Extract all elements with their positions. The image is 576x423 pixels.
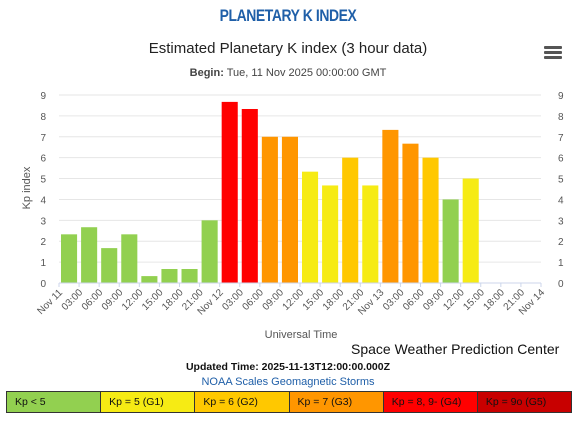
legend-item-2: Kp = 6 (G2): [195, 392, 290, 412]
legend-item-0: Kp < 5: [7, 392, 102, 412]
updated-time: Updated Time: 2025-11-13T12:00:00.000Z: [185, 361, 391, 373]
x-tick-label-9: 03:00: [220, 287, 246, 313]
legend-item-4: Kp = 8, 9- (G4): [383, 392, 478, 412]
x-tick-label-22: 18:00: [481, 287, 507, 313]
x-tick-label-10: 06:00: [240, 287, 266, 313]
y-tick-left-7: 7: [40, 133, 46, 144]
x-tick-label-4: 12:00: [120, 287, 146, 313]
page-title: PLANETARY K INDEX: [219, 6, 357, 25]
legend-item-3: Kp = 7 (G3): [289, 392, 384, 412]
y-tick-right-5: 5: [558, 175, 564, 186]
bar-12[interactable]: [302, 171, 319, 283]
bar-19[interactable]: [442, 199, 459, 283]
y-tick-right-1: 1: [558, 258, 564, 269]
bar-20[interactable]: [462, 178, 479, 283]
x-tick-label-3: 09:00: [100, 287, 126, 313]
y-tick-left-6: 6: [40, 154, 46, 165]
y-tick-right-2: 2: [558, 237, 564, 248]
y-tick-left-0: 0: [40, 279, 46, 290]
y-tick-left-8: 8: [40, 112, 46, 123]
y-tick-right-3: 3: [558, 216, 564, 227]
y-tick-left-4: 4: [40, 195, 46, 206]
bar-3[interactable]: [121, 234, 138, 283]
x-tick-label-2: 06:00: [80, 287, 106, 313]
grid-layer: [59, 94, 541, 284]
y-tick-right-6: 6: [558, 154, 564, 165]
credit-text: Space Weather Prediction Center: [351, 341, 560, 357]
y-tick-right-4: 4: [558, 195, 564, 206]
y-tick-left-2: 2: [40, 237, 46, 248]
bar-layer: [61, 101, 479, 284]
legend-bar: Kp < 5 Kp = 5 (G1) Kp = 6 (G2) Kp = 7 (G3) K…: [6, 391, 572, 413]
x-tick-label-18: 06:00: [401, 287, 427, 313]
bar-2[interactable]: [101, 248, 118, 283]
x-tick-label-13: 15:00: [301, 287, 327, 313]
x-axis-label: Universal Time: [265, 329, 338, 340]
bar-1[interactable]: [81, 227, 98, 283]
bar-8[interactable]: [221, 101, 238, 283]
x-tick-label-21: 15:00: [461, 287, 487, 313]
y-tick-right-9: 9: [558, 91, 564, 102]
begin-value: Tue, 11 Nov 2025 00:00:00 GMT: [226, 67, 387, 79]
noaa-scales-link[interactable]: NOAA Scales Geomagnetic Storms: [201, 376, 375, 388]
bar-5[interactable]: [161, 269, 178, 283]
x-tick-label-6: 18:00: [160, 287, 186, 313]
bar-16[interactable]: [382, 129, 399, 283]
x-tick-label-0: Nov 11: [35, 287, 65, 317]
x-tick-label-12: 12:00: [281, 287, 307, 313]
bar-13[interactable]: [322, 185, 339, 283]
begin-label: Begin:: [189, 67, 224, 79]
bar-9[interactable]: [241, 108, 258, 284]
x-tick-label-5: 15:00: [140, 287, 166, 313]
x-tick-label-19: 09:00: [421, 287, 447, 313]
chart-title: Estimated Planetary K index (3 hour data…: [148, 40, 428, 57]
hamburger-menu-icon[interactable]: [544, 46, 562, 60]
x-tick-label-1: 03:00: [60, 287, 86, 313]
bar-15[interactable]: [362, 185, 379, 283]
y-tick-left-5: 5: [40, 175, 46, 186]
begin-line: Begin: Tue, 11 Nov 2025 00:00:00 GMT: [0, 67, 576, 79]
bar-14[interactable]: [342, 157, 359, 283]
x-tick-label-14: 18:00: [321, 287, 347, 313]
bar-6[interactable]: [181, 269, 198, 283]
x-tick-label-11: 09:00: [261, 287, 287, 313]
x-tick-label-20: 12:00: [441, 287, 467, 313]
x-tick-label-17: 03:00: [381, 287, 407, 313]
y-tick-left-9: 9: [40, 91, 46, 102]
legend-item-5: Kp = 9o (G5): [477, 392, 572, 412]
y-tick-right-7: 7: [558, 133, 564, 144]
y-axis-label: Kp index: [21, 166, 33, 209]
y-tick-left-3: 3: [40, 216, 46, 227]
bar-0[interactable]: [61, 234, 78, 283]
y-tick-right-0: 0: [558, 279, 564, 290]
bar-18[interactable]: [422, 157, 439, 283]
bar-7[interactable]: [201, 220, 218, 283]
y-tick-left-1: 1: [40, 258, 46, 269]
y-tick-right-8: 8: [558, 112, 564, 123]
legend-item-1: Kp = 5 (G1): [101, 392, 196, 412]
bar-4[interactable]: [141, 276, 158, 283]
bar-11[interactable]: [281, 136, 298, 283]
bar-17[interactable]: [402, 143, 419, 283]
bar-10[interactable]: [261, 136, 278, 283]
